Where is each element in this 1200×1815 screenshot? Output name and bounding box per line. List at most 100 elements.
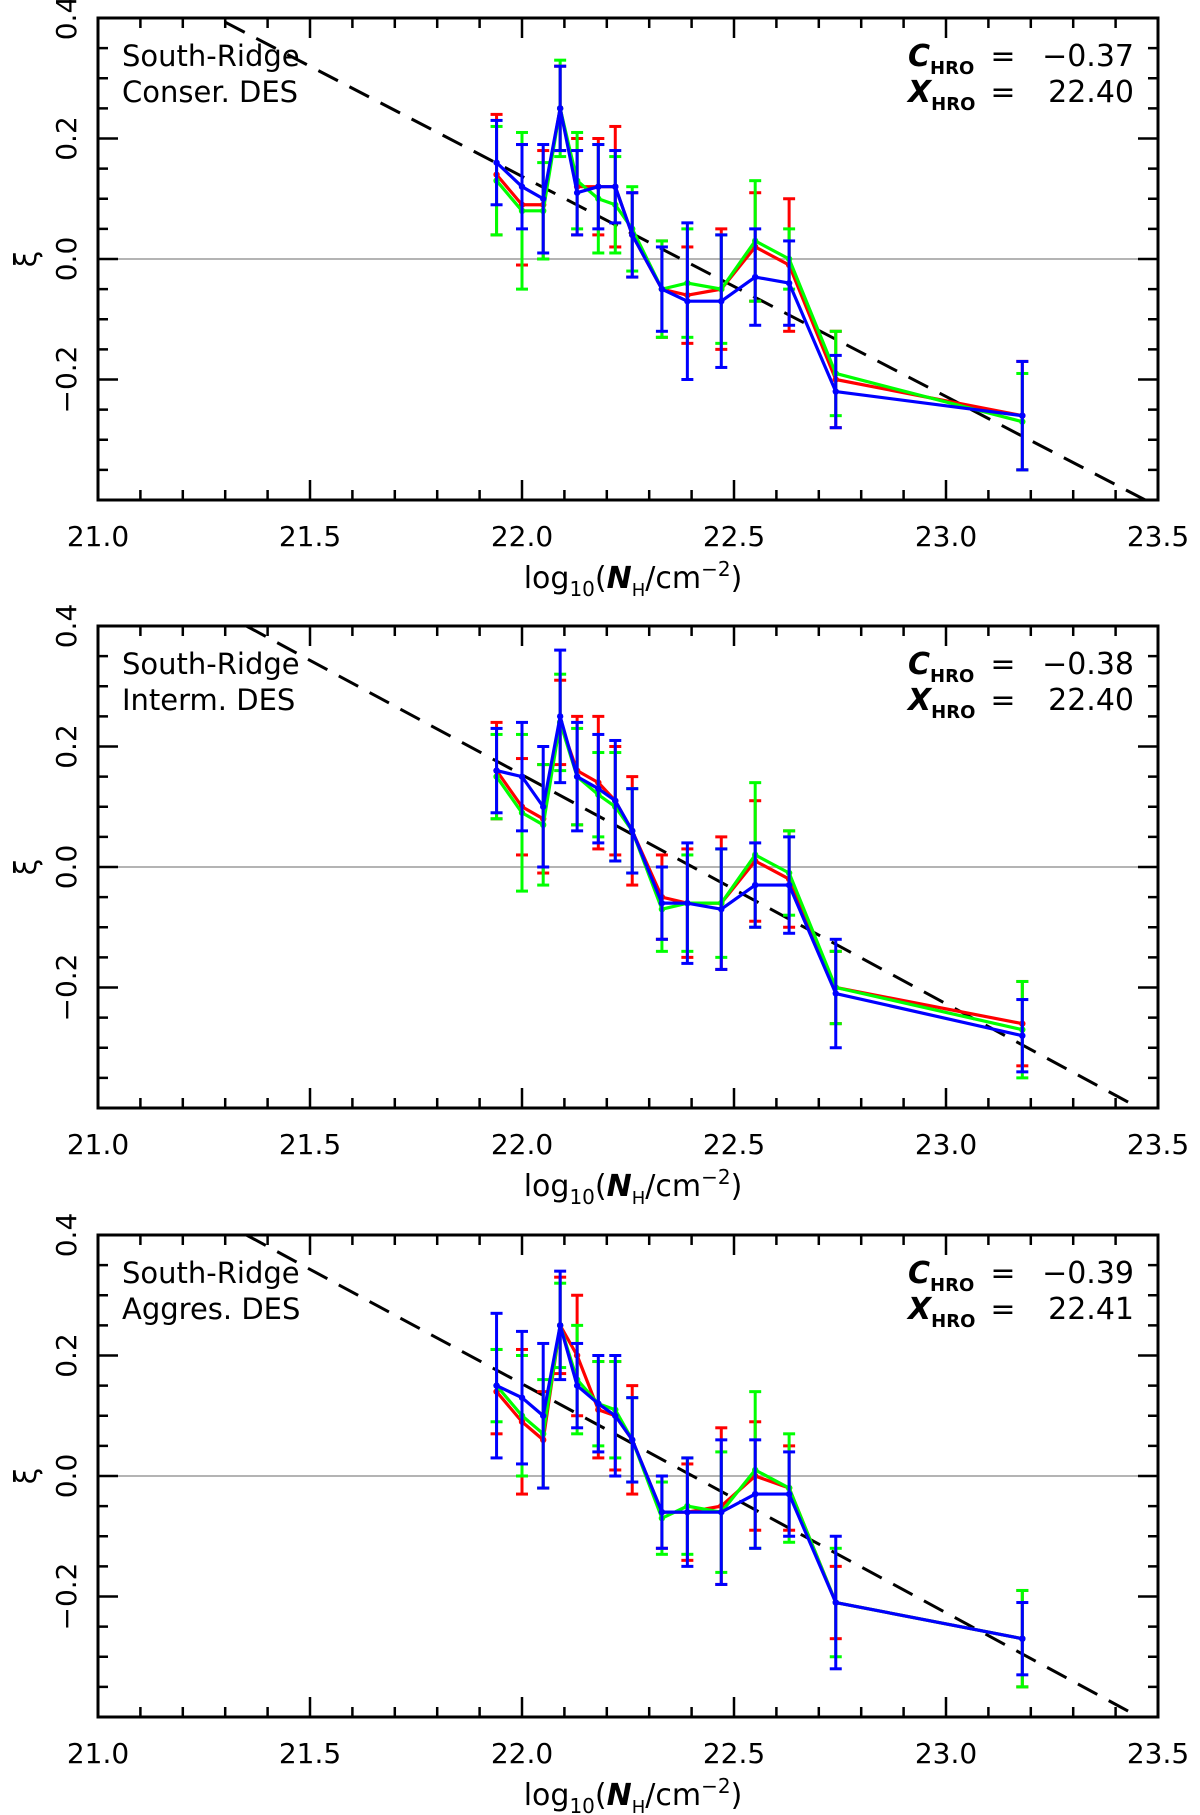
data-point-blue: [518, 773, 526, 780]
y-tick-label: 0.2: [50, 724, 83, 769]
data-point-blue: [684, 899, 691, 907]
y-tick-label: 0.4: [50, 604, 83, 649]
coefficient-symbol: CHRO: [908, 647, 974, 687]
y-tick-label: −0.2: [50, 346, 83, 414]
data-point-blue: [752, 881, 759, 889]
data-point-blue: [718, 297, 725, 305]
series-green: [490, 58, 1029, 472]
x-tick-label: 22.5: [703, 1128, 765, 1161]
data-point-blue: [832, 388, 839, 395]
y-axis-title: ξ: [9, 859, 44, 876]
y-tick-label: 0.0: [50, 845, 83, 890]
x-tick-label: 23.0: [915, 520, 977, 553]
coefficient-equals: =: [990, 75, 1015, 110]
data-point-blue: [1019, 1032, 1026, 1039]
data-point-blue: [684, 297, 691, 305]
coefficient-equals: =: [990, 683, 1015, 718]
coefficient-equals: =: [990, 1292, 1015, 1327]
y-tick-label: 0.2: [50, 1333, 83, 1378]
data-point-blue: [612, 797, 619, 804]
data-point-blue: [573, 1382, 581, 1389]
data-point-blue: [832, 990, 839, 997]
x-tick-label: 23.0: [915, 1128, 977, 1161]
coefficient-symbol: XHRO: [906, 75, 975, 115]
series-blue: [490, 648, 1029, 1074]
data-point-blue: [629, 231, 636, 239]
chart-panel-3: 21.0 21.5 22.0 22.5 23.0 23.5 0.4 0.2 0.0 −0.2 ξ lo…: [9, 1213, 1189, 1815]
series-blue: [490, 1269, 1029, 1677]
chart-panel-1: 21.0 21.5 22.0 22.5 23.0 23.5 0.4 0.2 0.0 −0.2 ξ lo…: [9, 0, 1189, 601]
data-point-blue: [629, 1436, 636, 1444]
coefficient-equals: =: [990, 647, 1015, 682]
series-red: [490, 678, 1029, 1068]
annotation-line: South-Ridge: [122, 647, 300, 681]
data-point-blue: [752, 273, 759, 281]
data-point-blue: [752, 1490, 759, 1498]
coefficient-equals: =: [990, 39, 1015, 74]
coefficient-value: −0.38: [1042, 647, 1134, 682]
coefficient-symbol: XHRO: [906, 683, 975, 723]
series-red: [490, 64, 1029, 472]
coefficient-value: 22.40: [1048, 75, 1134, 110]
data-point-blue: [718, 905, 725, 913]
y-tick-label: 0.2: [50, 116, 83, 161]
data-point-blue: [785, 279, 793, 287]
x-tick-label: 21.0: [67, 520, 129, 553]
data-point-blue: [540, 803, 547, 810]
data-point-blue: [493, 1382, 500, 1389]
data-point-blue: [518, 1394, 526, 1401]
coefficient-symbol: CHRO: [908, 39, 974, 79]
x-tick-label: 22.0: [491, 1128, 553, 1161]
data-point-blue: [540, 1412, 547, 1419]
data-point-blue: [493, 159, 500, 166]
x-tick-label: 23.5: [1127, 1737, 1189, 1770]
data-point-blue: [785, 881, 793, 889]
coefficient-value: 22.40: [1048, 683, 1134, 718]
y-axis-title: ξ: [9, 1468, 44, 1485]
data-point-blue: [540, 195, 547, 202]
x-tick-label: 21.5: [279, 520, 341, 553]
data-point-blue: [595, 183, 602, 190]
data-point-blue: [1019, 412, 1026, 419]
coefficient-value: −0.39: [1042, 1256, 1134, 1291]
x-tick-label: 21.5: [279, 1128, 341, 1161]
y-tick-label: −0.2: [50, 1563, 83, 1631]
annotation-line: Interm. DES: [122, 683, 295, 717]
y-tick-label: −0.2: [50, 954, 83, 1022]
x-tick-label: 21.0: [67, 1737, 129, 1770]
coefficient-equals: =: [990, 1256, 1015, 1291]
hro-fit-line: [224, 20, 1149, 500]
annotation-line: Conser. DES: [122, 75, 298, 109]
data-point-blue: [612, 183, 619, 190]
data-point-blue: [684, 1508, 691, 1516]
data-point-blue: [518, 183, 526, 190]
x-axis-title: log10(NH/cm−2): [524, 1165, 743, 1209]
annotation-line: South-Ridge: [122, 1256, 300, 1290]
y-tick-label: 0.4: [50, 0, 83, 40]
x-tick-label: 21.0: [67, 1128, 129, 1161]
y-tick-label: 0.0: [50, 237, 83, 282]
coefficient-value: −0.37: [1042, 39, 1134, 74]
data-point-blue: [612, 1412, 619, 1419]
data-point-blue: [785, 1490, 793, 1498]
data-point-blue: [629, 827, 636, 835]
x-tick-label: 22.0: [491, 520, 553, 553]
annotation-line: South-Ridge: [122, 39, 300, 73]
y-axis-title: ξ: [9, 251, 44, 268]
series-line-blue: [495, 106, 1023, 418]
series-line-green: [495, 1323, 1023, 1641]
data-point-blue: [658, 899, 666, 907]
x-tick-label: 22.0: [491, 1737, 553, 1770]
chart-panel-2: 21.0 21.5 22.0 22.5 23.0 23.5 0.4 0.2 0.0 −0.2 ξ lo…: [9, 604, 1189, 1209]
annotation-line: Aggres. DES: [122, 1292, 300, 1326]
y-tick-label: 0.0: [50, 1454, 83, 1499]
x-tick-label: 22.5: [703, 520, 765, 553]
data-point-blue: [1019, 1635, 1026, 1642]
coefficient-symbol: XHRO: [906, 1292, 975, 1332]
data-point-blue: [573, 773, 581, 780]
data-point-blue: [556, 105, 564, 112]
series-line-red: [495, 106, 1023, 418]
data-point-blue: [832, 1599, 839, 1606]
data-point-blue: [658, 285, 666, 293]
